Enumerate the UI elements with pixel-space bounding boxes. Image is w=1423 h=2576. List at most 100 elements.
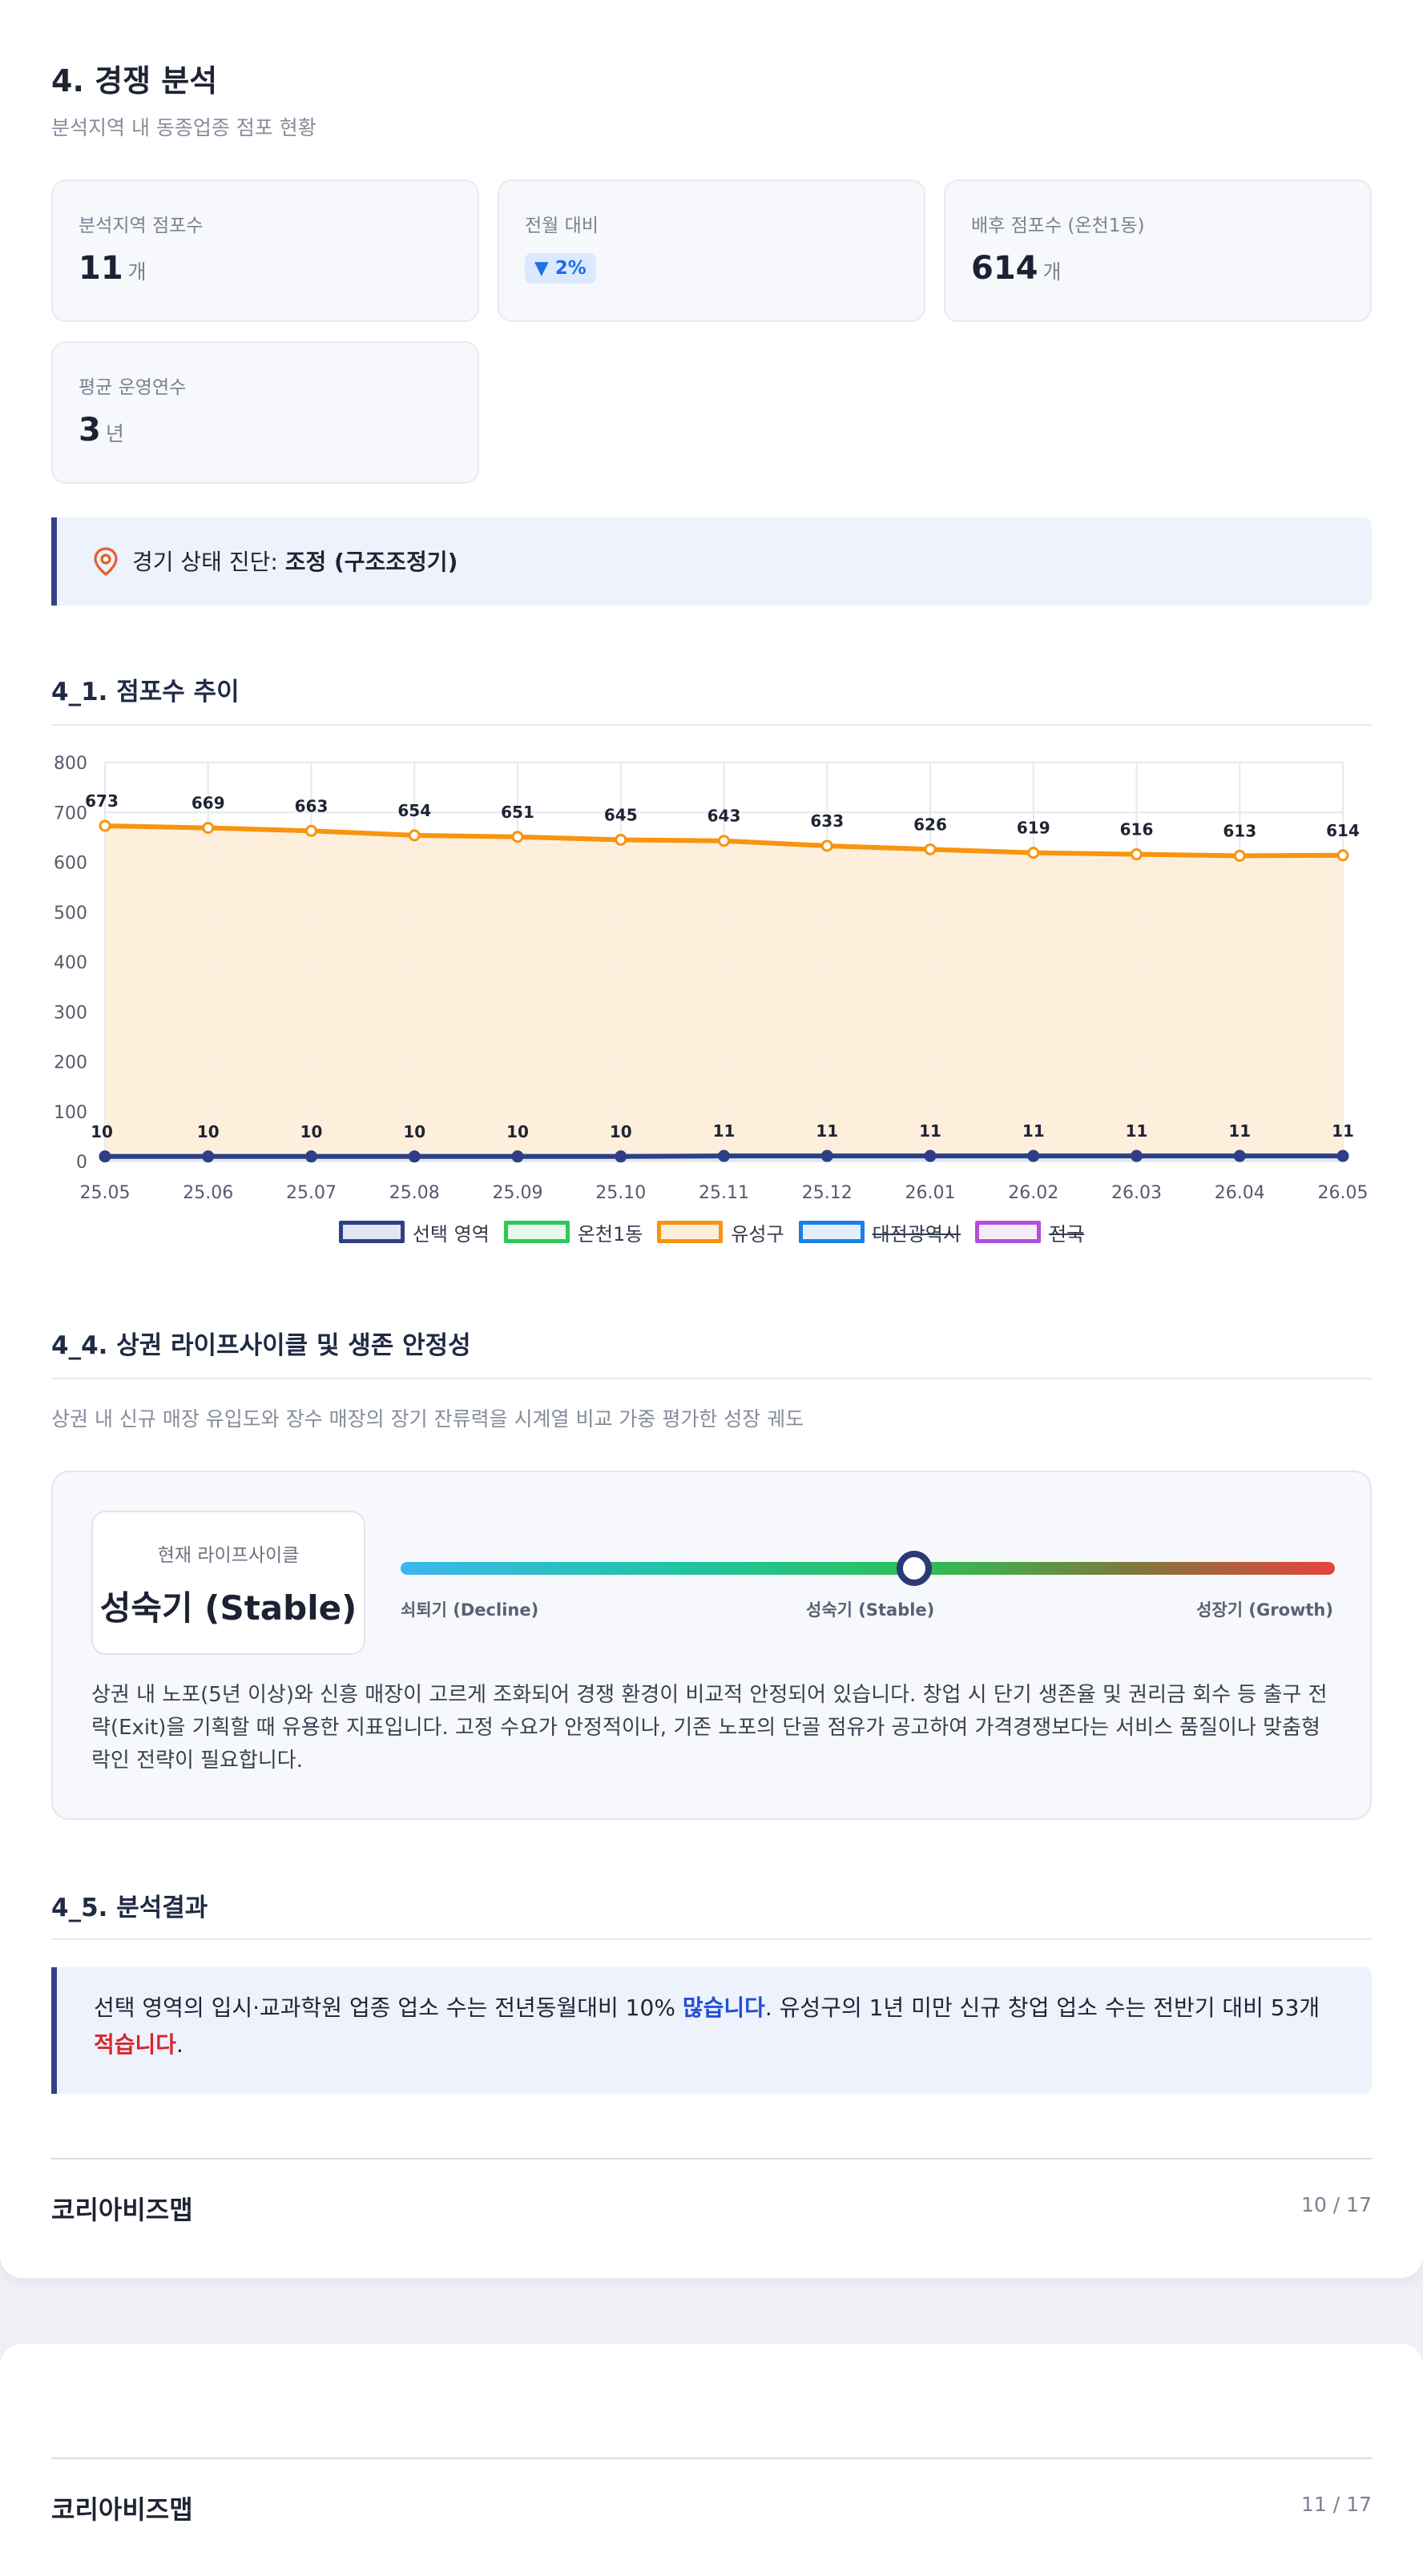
y-tick-label: 200	[54, 1053, 87, 1073]
data-point	[99, 1150, 111, 1163]
legend-label: 전국	[1048, 1222, 1085, 1246]
data-label: 673	[85, 791, 119, 811]
section-title: 4. 경쟁 분석	[51, 63, 218, 99]
data-label: 614	[1326, 821, 1360, 840]
legend-swatch	[338, 1221, 405, 1243]
x-tick-label: 25.11	[699, 1183, 749, 1203]
data-point	[1233, 1149, 1246, 1162]
data-label: 11	[1332, 1121, 1354, 1141]
x-tick-label: 26.05	[1318, 1183, 1369, 1203]
footer-brand: 코리아비즈맵	[51, 2195, 193, 2225]
x-tick-label: 25.07	[286, 1183, 337, 1203]
data-label: 626	[913, 815, 947, 834]
card-value: 614 개	[971, 250, 1062, 287]
y-tick-label: 0	[76, 1153, 87, 1173]
legend-item-yuseong[interactable]: 유성구	[657, 1218, 784, 1246]
data-point	[1131, 848, 1143, 861]
card-label: 전월 대비	[525, 215, 599, 236]
card-label: 배후 점포수 (온천1동)	[971, 215, 1145, 236]
legend-item-national[interactable]: 전국	[974, 1218, 1085, 1246]
legend-item-selected-area[interactable]: 선택 영역	[338, 1218, 490, 1246]
data-point	[511, 831, 524, 843]
result-text: 선택 영역의 입시·교과학원 업종 업소 수는 전년동월대비 10% 많습니다.…	[94, 1990, 1344, 2063]
data-label: 11	[1022, 1121, 1045, 1141]
data-label: 669	[191, 794, 225, 813]
lifecycle-subtitle: 상권 내 신규 매장 유입도와 장수 매장의 장기 잔류력을 시계열 비교 가중…	[51, 1407, 804, 1431]
x-tick-label: 25.06	[183, 1183, 233, 1203]
card-value: 11 개	[79, 250, 147, 287]
hinterland-unit: 개	[1042, 260, 1062, 284]
divider	[51, 724, 1372, 726]
trend-title: 4_1. 점포수 추이	[51, 678, 240, 706]
data-point	[718, 835, 730, 847]
stage-decline-label: 쇠퇴기 (Decline)	[401, 1600, 539, 1620]
card-month-over-month: 전월 대비 ▼ 2%	[498, 179, 925, 322]
lifecycle-panel: 현재 라이프사이클 성숙기 (Stable) 쇠퇴기 (Decline) 성숙기…	[51, 1471, 1372, 1820]
x-tick-label: 26.01	[905, 1183, 956, 1203]
lifecycle-description: 상권 내 노포(5년 이상)와 신흥 매장이 고르게 조화되어 경쟁 환경이 비…	[91, 1683, 1328, 1773]
y-tick-label: 500	[54, 904, 87, 924]
y-tick-label: 300	[54, 1003, 87, 1023]
data-label: 11	[919, 1121, 941, 1141]
y-tick-label: 700	[54, 803, 87, 823]
store-count-unit: 개	[127, 260, 147, 284]
data-label: 10	[506, 1122, 529, 1141]
data-point	[718, 1149, 730, 1162]
result-part: . 유성구의 1년 미만 신규 창업 업소 수는 전반기 대비 53개	[764, 1994, 1320, 2021]
legend-swatch	[657, 1221, 724, 1243]
x-tick-label: 26.03	[1111, 1183, 1162, 1203]
x-tick-label: 26.02	[1008, 1183, 1058, 1203]
data-label: 619	[1017, 819, 1050, 838]
location-pin-icon	[94, 547, 118, 577]
x-tick-label: 25.10	[595, 1183, 646, 1203]
report-page-10: 4. 경쟁 분석 분석지역 내 동종업종 점포 현황 분석지역 점포수 11 개 …	[0, 0, 1423, 2278]
diagnosis-value: 조정 (구조조정기)	[284, 549, 458, 575]
current-lifecycle-card: 현재 라이프사이클 성숙기 (Stable)	[91, 1511, 365, 1655]
data-label: 651	[501, 803, 534, 822]
data-label: 633	[810, 811, 844, 831]
x-tick-label: 25.05	[80, 1183, 131, 1203]
footer-brand: 코리아비즈맵	[51, 2494, 193, 2525]
data-label: 643	[707, 807, 741, 826]
data-point	[615, 833, 627, 846]
analysis-result-banner: 선택 영역의 입시·교과학원 업종 업소 수는 전년동월대비 10% 많습니다.…	[51, 1967, 1372, 2094]
card-hinterland-stores: 배후 점포수 (온천1동) 614 개	[944, 179, 1372, 322]
data-label: 11	[816, 1121, 838, 1141]
avg-years-unit: 년	[105, 422, 124, 445]
data-point	[202, 822, 215, 835]
current-lifecycle-label: 현재 라이프사이클	[157, 1545, 300, 1566]
data-label: 10	[197, 1122, 220, 1141]
data-point	[1336, 1149, 1349, 1162]
x-tick-label: 25.08	[389, 1183, 440, 1203]
legend-item-oncheon1[interactable]: 온천1동	[503, 1218, 643, 1246]
data-point	[202, 1150, 215, 1163]
data-point	[1233, 849, 1246, 862]
legend-item-daejeon[interactable]: 대전광역시	[798, 1218, 961, 1246]
series-area	[105, 826, 1343, 1161]
divider	[51, 1378, 1372, 1379]
data-point	[820, 839, 833, 852]
x-tick-label: 25.09	[493, 1183, 543, 1203]
data-point	[1027, 847, 1040, 859]
legend-swatch	[974, 1221, 1041, 1243]
result-part: .	[176, 2031, 183, 2058]
store-count-value: 11	[79, 250, 123, 287]
y-tick-label: 800	[54, 754, 87, 774]
footer-divider	[51, 2158, 1372, 2159]
y-tick-label: 400	[54, 953, 87, 973]
data-label: 654	[397, 801, 431, 820]
report-page-11: 코리아비즈맵 11 / 17	[0, 2344, 1423, 2576]
data-point	[924, 1149, 937, 1162]
divider	[51, 1938, 1372, 1940]
data-point	[408, 829, 421, 842]
data-point	[99, 819, 111, 832]
data-label: 11	[1126, 1121, 1148, 1141]
data-point	[924, 843, 937, 855]
store-count-trend-chart: 0 100 200 300 400 500 600 700 800 25.05 25.06 25.07…	[54, 754, 1369, 1203]
lifecycle-position-marker	[897, 1551, 933, 1586]
x-tick-label: 26.04	[1215, 1183, 1265, 1203]
current-lifecycle-value: 성숙기 (Stable)	[99, 1588, 357, 1628]
card-store-count: 분석지역 점포수 11 개	[51, 179, 479, 322]
